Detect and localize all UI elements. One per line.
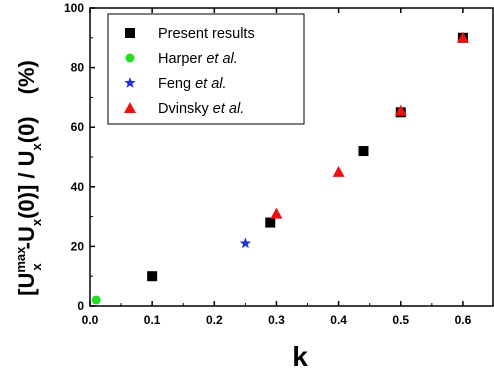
y-tick-label: 60	[71, 120, 85, 134]
legend: Present results Harper et al. Feng et al. D…	[107, 13, 305, 125]
y-title-sup-max: max	[13, 246, 28, 273]
legend-feng-label: Feng et al.	[158, 76, 227, 92]
present-point	[265, 217, 276, 228]
present-point	[147, 271, 158, 282]
axis-ticks: 0.0 0.1 0.2 0.3 0.4 0.5 0.6 0 20 40 60 80 100	[64, 1, 472, 327]
feng-point	[239, 237, 252, 249]
legend-dvinsky-label: Dvinsky et al.	[158, 101, 244, 117]
legend-box	[107, 13, 305, 125]
x-tick-label: 0.6	[455, 313, 472, 327]
y-title-tail2: (0)	[14, 116, 39, 143]
y-tick-label: 80	[71, 61, 85, 75]
legend-present-icon	[125, 28, 135, 38]
legend-present-label: Present results	[158, 26, 255, 42]
x-tick-label: 0.5	[392, 313, 409, 327]
y-tick-label: 40	[71, 180, 85, 194]
x-tick-label: 0.1	[144, 313, 161, 327]
y-tick-label: 20	[71, 239, 85, 253]
data-points	[91, 31, 469, 305]
y-title-mid: -U	[14, 226, 39, 249]
y-title-sub-x3: x	[29, 142, 44, 150]
x-tick-label: 0.2	[206, 313, 223, 327]
y-title-prefix: [U	[14, 273, 39, 296]
legend-feng-icon	[124, 77, 136, 88]
legend-harper-label: Harper et al.	[158, 51, 238, 67]
dvinsky-point	[332, 165, 345, 177]
harper-point	[91, 295, 101, 305]
legend-harper-icon	[125, 53, 135, 63]
x-axis-title: k	[292, 341, 308, 372]
y-title-tail1: (0)] / U	[14, 150, 39, 218]
x-tick-label: 0.0	[82, 313, 99, 327]
y-title-sub-x1: x	[29, 263, 44, 271]
x-tick-label: 0.3	[268, 313, 285, 327]
dvinsky-point	[394, 104, 407, 116]
legend-dvinsky-icon	[124, 102, 136, 113]
y-title-sub-x2: x	[29, 218, 44, 226]
dvinsky-point	[456, 31, 469, 43]
y-tick-label: 100	[64, 1, 84, 15]
y-title-unit: (%)	[14, 60, 39, 94]
x-tick-label: 0.4	[330, 313, 347, 327]
dvinsky-point	[270, 207, 283, 219]
y-axis-title: [Umaxx-Ux(0)] / Ux(0)(%)	[13, 60, 44, 296]
y-tick-label: 0	[77, 299, 84, 313]
present-point	[358, 146, 369, 157]
